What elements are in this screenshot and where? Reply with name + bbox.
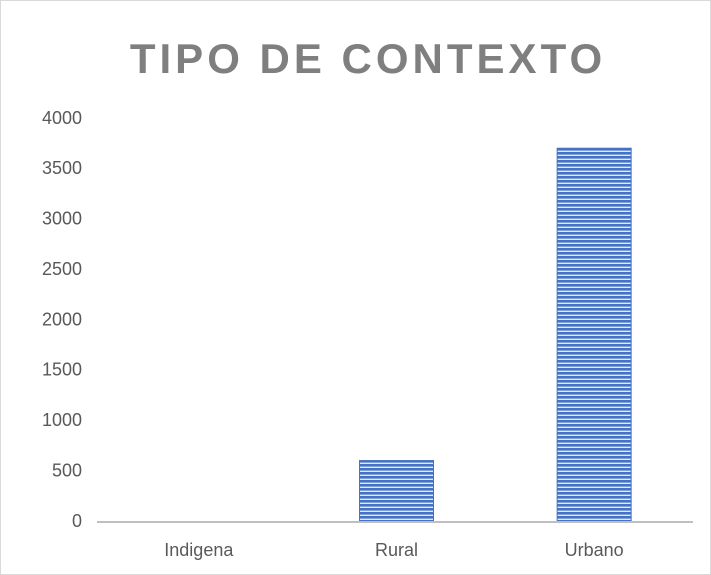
y-tick-label: 500 bbox=[52, 460, 82, 480]
y-tick-label: 2500 bbox=[42, 259, 82, 279]
chart-title: TIPO DE CONTEXTO bbox=[130, 35, 606, 82]
x-tick-label: Urbano bbox=[565, 540, 624, 560]
y-tick-label: 3500 bbox=[42, 158, 82, 178]
y-tick-label: 0 bbox=[72, 511, 82, 531]
bar bbox=[359, 460, 434, 523]
y-tick-label: 4000 bbox=[42, 108, 82, 128]
y-tick-label: 3000 bbox=[42, 209, 82, 229]
bar bbox=[556, 147, 632, 523]
y-tick-label: 2000 bbox=[42, 309, 82, 329]
y-tick-label: 1500 bbox=[42, 360, 82, 380]
y-tick-label: 1000 bbox=[42, 410, 82, 430]
x-tick-label: Rural bbox=[375, 540, 418, 560]
x-tick-label: Indigena bbox=[164, 540, 234, 560]
